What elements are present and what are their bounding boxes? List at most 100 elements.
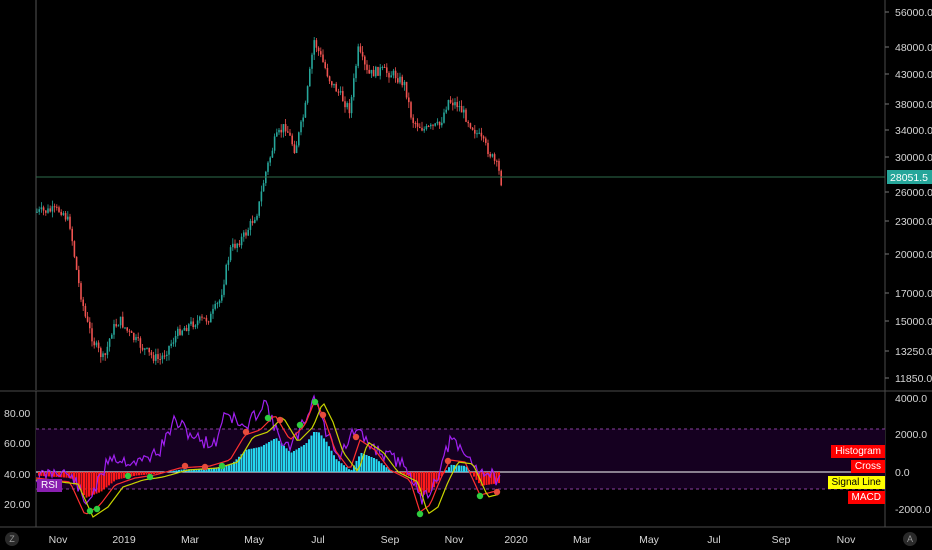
candle-body bbox=[339, 91, 342, 93]
candle-body bbox=[223, 284, 225, 295]
candle-body bbox=[148, 347, 150, 353]
histogram-bar bbox=[358, 456, 360, 472]
candle-body bbox=[207, 321, 210, 323]
histogram-bar bbox=[248, 449, 250, 472]
candle-body bbox=[190, 321, 192, 325]
indicator-pane[interactable] bbox=[35, 394, 885, 518]
histogram-bar bbox=[218, 466, 220, 472]
candle-body bbox=[427, 126, 430, 128]
candle-body bbox=[480, 132, 483, 137]
candle-body bbox=[337, 91, 340, 93]
candle-body bbox=[309, 68, 311, 87]
candle-body bbox=[97, 342, 100, 349]
rsi-band bbox=[36, 429, 885, 489]
logo-z-icon[interactable]: Z bbox=[5, 532, 19, 546]
candle-body bbox=[447, 100, 450, 110]
histogram-bar bbox=[130, 472, 133, 477]
macd-label-2000: 2000.0 bbox=[895, 429, 927, 441]
histogram-bar bbox=[268, 442, 270, 472]
histogram-bar bbox=[153, 472, 155, 474]
histogram-bar bbox=[58, 472, 60, 478]
price-tick-label: 30000.0 bbox=[895, 152, 932, 164]
candle-body bbox=[355, 65, 357, 79]
candle-body bbox=[51, 206, 54, 212]
histogram-bar bbox=[215, 467, 218, 472]
time-tick-label: May bbox=[639, 534, 660, 546]
candle-body bbox=[416, 123, 419, 127]
histogram-bar bbox=[135, 472, 138, 476]
time-tick-label: Sep bbox=[381, 534, 400, 546]
candle-body bbox=[205, 317, 208, 322]
time-tick-label: Nov bbox=[837, 534, 856, 546]
histogram-bar bbox=[220, 466, 223, 472]
candle-body bbox=[267, 162, 269, 172]
histogram-bar bbox=[250, 448, 253, 472]
histogram-bar bbox=[410, 472, 413, 478]
histogram-bar bbox=[283, 445, 285, 472]
price-axis[interactable]: 56000.0 48000.0 43000.0 38000.0 34000.0 30000… bbox=[885, 7, 932, 385]
legend-signal-line: Signal Line bbox=[827, 476, 885, 489]
candle-body bbox=[251, 221, 254, 223]
candle-body bbox=[397, 78, 399, 83]
candle-body bbox=[95, 342, 98, 346]
candle-body bbox=[45, 210, 47, 213]
histogram-bar bbox=[60, 472, 63, 478]
candle-body bbox=[256, 215, 258, 220]
histogram-bar bbox=[188, 469, 190, 472]
candle-body bbox=[89, 321, 91, 329]
histogram-bar bbox=[150, 472, 153, 475]
histogram-bar bbox=[148, 472, 150, 475]
time-axis[interactable]: Nov 2019 Mar May Jul Sep Nov 2020 Mar May Jul Sep No… bbox=[49, 534, 856, 546]
histogram-bar bbox=[413, 472, 415, 483]
candle-body bbox=[335, 83, 337, 92]
candle-body bbox=[64, 213, 67, 220]
histogram-bar bbox=[403, 472, 405, 475]
price-tick-label: 38000.0 bbox=[895, 99, 932, 111]
price-pane[interactable] bbox=[0, 0, 885, 390]
candle-body bbox=[350, 97, 353, 114]
histogram-bar bbox=[335, 459, 338, 472]
candle-body bbox=[291, 135, 293, 145]
auto-scale-icon[interactable]: A bbox=[903, 532, 917, 546]
histogram-bar bbox=[493, 472, 495, 484]
histogram-bar bbox=[170, 471, 173, 472]
candle-body bbox=[370, 69, 373, 74]
histogram-bar bbox=[105, 472, 108, 488]
histogram-bar bbox=[428, 472, 430, 493]
histogram-bar bbox=[270, 440, 273, 472]
candle-body bbox=[388, 72, 390, 78]
candle-body bbox=[53, 206, 56, 208]
candle-body bbox=[463, 109, 465, 113]
candle-body bbox=[150, 352, 153, 356]
candle-body bbox=[49, 208, 51, 212]
histogram-bar bbox=[430, 472, 433, 492]
candle-body bbox=[212, 308, 214, 314]
candle-body bbox=[399, 76, 401, 83]
candle-body bbox=[498, 160, 500, 171]
price-tick-label: 15000.0 bbox=[895, 316, 932, 328]
histogram-bar bbox=[173, 470, 175, 472]
candle-body bbox=[117, 325, 120, 327]
candle-body bbox=[276, 132, 278, 137]
time-tick-label: Mar bbox=[573, 534, 592, 546]
cross-dot bbox=[311, 398, 319, 406]
cross-dot bbox=[218, 462, 226, 470]
candle-body bbox=[311, 54, 313, 69]
candle-body bbox=[458, 106, 461, 108]
histogram-bar bbox=[190, 469, 193, 472]
histogram-bar bbox=[93, 472, 95, 495]
histogram-bar bbox=[90, 472, 93, 496]
histogram-bar bbox=[323, 438, 325, 472]
candle-body bbox=[104, 353, 106, 355]
cross-dot bbox=[201, 463, 209, 471]
histogram-bar bbox=[203, 468, 205, 472]
candle-body bbox=[40, 207, 43, 210]
candle-body bbox=[42, 207, 45, 211]
histogram-bar bbox=[290, 452, 293, 472]
histogram-bar bbox=[120, 472, 123, 479]
time-tick-label: Jul bbox=[311, 534, 324, 546]
candle-body bbox=[84, 305, 87, 317]
candle-body bbox=[465, 109, 467, 122]
candle-body bbox=[166, 354, 168, 356]
